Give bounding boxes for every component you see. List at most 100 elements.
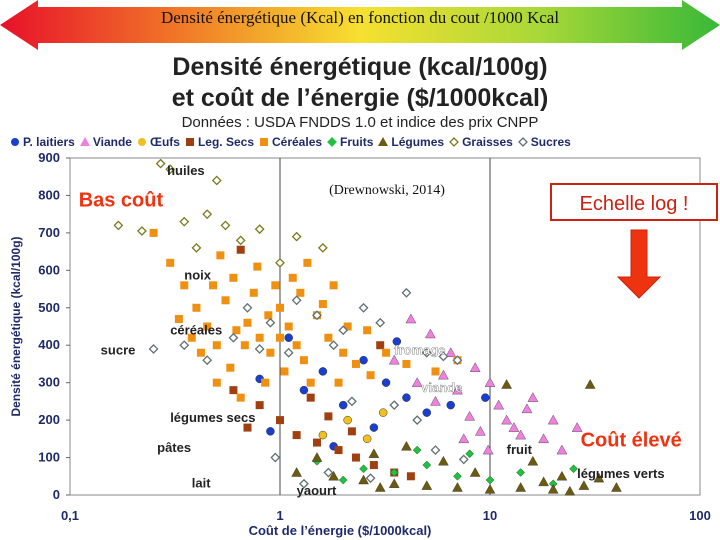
legend-item: Sucres xyxy=(517,135,571,149)
data-point-ufs xyxy=(318,430,328,440)
data-point-viande xyxy=(515,429,527,440)
legend-label: Viande xyxy=(92,135,132,149)
data-point-c-r-ales xyxy=(192,303,201,312)
data-point-sucres xyxy=(458,454,469,465)
annotation-label: légumes verts xyxy=(577,466,664,481)
annotation-label: Bas coût xyxy=(79,190,164,212)
data-point-l-gumes xyxy=(564,485,576,496)
data-point-fruits xyxy=(453,471,462,481)
y-tick-label: 300 xyxy=(38,375,60,390)
data-point-graisses xyxy=(291,231,302,242)
data-point-sucres xyxy=(401,287,412,298)
data-point-c-r-ales xyxy=(266,348,275,357)
legend-label: Fruits xyxy=(340,135,374,149)
legend-label: Graisses xyxy=(462,135,513,149)
data-point-c-r-ales xyxy=(284,322,293,331)
data-point-sucres xyxy=(421,347,432,358)
data-point-l-gumes xyxy=(547,483,559,494)
data-point-l-gumes xyxy=(538,476,549,487)
data-point-c-r-ales xyxy=(232,326,241,335)
legend-label: P. laitiers xyxy=(23,135,75,149)
annotation-label: sucre xyxy=(101,343,136,358)
data-point-graisses xyxy=(165,164,176,175)
y-tick-label: 0 xyxy=(53,487,60,502)
data-point-sucres xyxy=(338,325,349,336)
data-point-ufs xyxy=(378,408,388,417)
y-tick-label: 500 xyxy=(38,300,60,315)
data-point-p-laitiers xyxy=(481,393,490,402)
data-point-c-r-ales xyxy=(253,262,262,271)
data-point-graisses xyxy=(254,224,265,235)
y-tick-label: 800 xyxy=(38,187,60,202)
data-point-c-r-ales xyxy=(196,348,205,357)
data-point-c-r-ales xyxy=(180,281,189,290)
data-point-c-r-ales xyxy=(226,363,235,372)
log-scale-box xyxy=(550,183,718,221)
data-point-leg-secs xyxy=(351,453,360,462)
data-point-c-r-ales xyxy=(209,281,218,290)
data-point-sucres xyxy=(202,355,213,366)
legend-item: Céréales xyxy=(259,135,322,149)
data-point-l-gumes xyxy=(501,379,512,389)
annotation-label: yaourt xyxy=(297,483,337,498)
data-point-sucres xyxy=(299,478,309,489)
data-point-sucres xyxy=(291,295,302,306)
legend-marker-icon xyxy=(517,137,528,147)
data-point-c-r-ales xyxy=(261,378,270,387)
data-point-c-r-ales xyxy=(343,322,352,331)
data-point-leg-secs xyxy=(306,393,315,402)
legend-label: Leg. Secs xyxy=(197,135,254,149)
data-point-sucres xyxy=(412,415,423,426)
data-point-viande xyxy=(411,377,423,387)
data-point-graisses xyxy=(211,175,222,186)
annotation-label: Coût élevé xyxy=(581,429,682,451)
data-point-c-r-ales xyxy=(276,333,284,342)
y-tick-label: 600 xyxy=(38,262,60,277)
data-point-c-r-ales xyxy=(240,341,249,350)
legend-item: P. laitiers xyxy=(10,135,75,149)
legend-label: Œufs xyxy=(149,135,180,149)
data-point-viande xyxy=(521,403,533,414)
data-point-graisses xyxy=(136,226,147,236)
data-point-sucres xyxy=(312,310,322,321)
data-point-sucres xyxy=(365,473,376,484)
x-tick-label: 100 xyxy=(689,508,711,523)
data-point-c-r-ales xyxy=(299,356,308,365)
legend-item: Légumes xyxy=(378,135,444,149)
data-point-leg-secs xyxy=(236,245,245,254)
data-point-sucres xyxy=(270,452,281,463)
data-point-viande xyxy=(501,414,512,425)
data-point-sucres xyxy=(438,351,449,362)
data-point-l-gumes xyxy=(611,482,622,492)
data-point-fruits xyxy=(465,449,475,459)
data-point-viande xyxy=(527,392,539,402)
data-point-c-r-ales xyxy=(212,341,221,350)
data-point-l-gumes xyxy=(556,470,568,481)
data-point-p-laitiers xyxy=(299,385,309,395)
data-point-fruits xyxy=(359,464,368,474)
legend-marker-icon xyxy=(11,138,19,146)
data-point-ufs xyxy=(343,415,352,425)
data-point-graisses xyxy=(235,235,246,246)
data-point-c-r-ales xyxy=(351,359,360,368)
legend-marker-icon xyxy=(137,138,146,146)
data-point-p-laitiers xyxy=(422,408,432,417)
data-point-l-gumes xyxy=(388,478,400,488)
y-tick-label: 200 xyxy=(38,412,60,427)
data-point-viande xyxy=(482,444,494,455)
data-point-c-r-ales xyxy=(271,281,280,290)
data-point-l-gumes xyxy=(527,455,539,466)
data-point-viande xyxy=(438,369,449,380)
data-point-viande xyxy=(538,433,549,444)
data-point-l-gumes xyxy=(291,467,302,477)
annotation-label: viande xyxy=(421,380,462,395)
data-point-viande xyxy=(493,399,505,410)
data-point-viande xyxy=(458,433,470,444)
data-point-sucres xyxy=(254,344,265,354)
data-point-graisses xyxy=(179,216,190,227)
data-point-viande xyxy=(508,422,520,432)
annotation-label: lait xyxy=(192,476,211,491)
data-point-l-gumes xyxy=(578,480,590,490)
y-tick-label: 400 xyxy=(38,337,60,352)
data-point-c-r-ales xyxy=(318,300,327,309)
